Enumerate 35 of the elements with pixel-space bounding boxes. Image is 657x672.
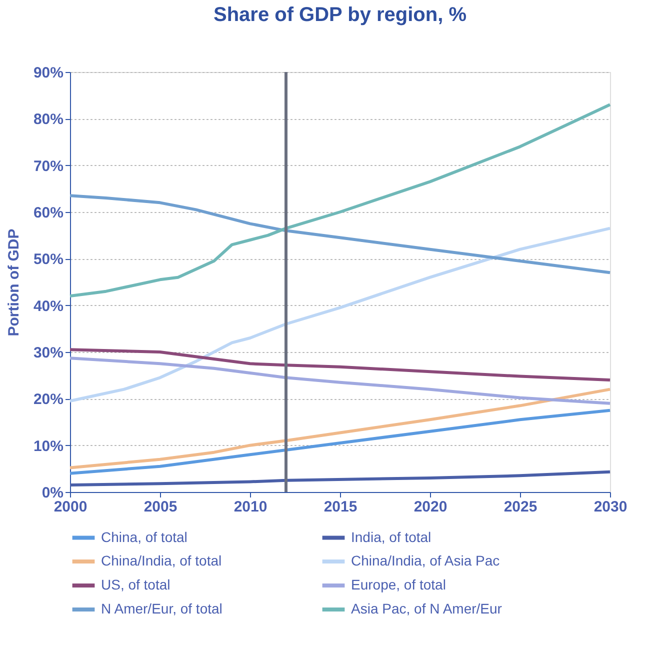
y-tick-label: 90% (33, 64, 64, 82)
y-tick-label: 20% (33, 391, 64, 408)
y-tick-label: 30% (33, 344, 64, 362)
legend-label: China/India, of Asia Pac (351, 552, 500, 568)
line-series (68, 408, 612, 475)
line-series (68, 194, 612, 274)
legend-label: India, of total (351, 528, 432, 545)
legend-label: N Amer/Eur, of total (101, 600, 222, 616)
y-tick-label: 0% (42, 484, 64, 502)
y-tick-label: 50% (33, 251, 64, 268)
line-series (68, 103, 612, 298)
chart-title: Share of GDP by region, % (213, 4, 467, 26)
legend-label: China, of total (101, 528, 188, 545)
x-tick-label: 2010 (234, 498, 268, 516)
x-tick-label: 2000 (54, 498, 88, 516)
y-tick-label: 70% (33, 158, 64, 175)
line-series (68, 226, 612, 402)
y-axis-title: Portion of GDP (5, 228, 22, 336)
line-series (68, 356, 612, 405)
y-tick-label: 10% (33, 438, 64, 455)
y-tick-label: 60% (33, 204, 64, 222)
x-tick-label: 2025 (504, 498, 538, 516)
legend-label: China/India, of total (101, 552, 222, 568)
legend-label: US, of total (101, 576, 170, 592)
line-series (68, 348, 612, 382)
y-tick-label: 40% (33, 298, 64, 315)
x-tick-label: 2005 (144, 498, 178, 516)
line-series (68, 470, 612, 486)
x-tick-label: 2030 (594, 498, 628, 516)
line-series (68, 388, 612, 470)
y-tick-label: 80% (33, 111, 64, 128)
legend-label: Asia Pac, of N Amer/Eur (351, 600, 502, 616)
x-tick-label: 2020 (414, 498, 448, 516)
legend-label: Europe, of total (351, 576, 446, 592)
x-tick-label: 2015 (324, 498, 358, 516)
